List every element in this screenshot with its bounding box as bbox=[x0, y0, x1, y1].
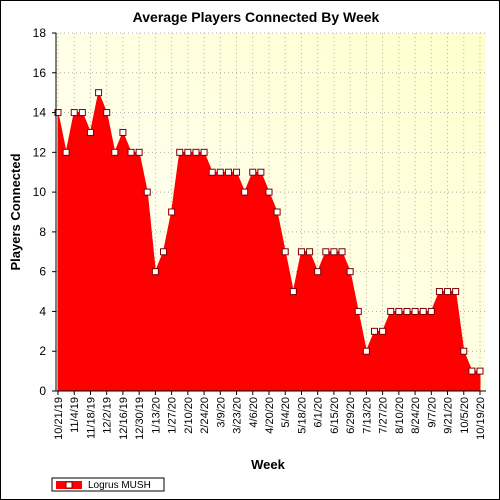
legend-marker bbox=[65, 481, 73, 489]
x-tick-label: 11/4/19 bbox=[69, 397, 81, 433]
data-point-marker bbox=[119, 128, 127, 136]
data-point-marker bbox=[184, 148, 192, 156]
data-point-marker bbox=[216, 168, 224, 176]
x-tick-label: 4/6/20 bbox=[248, 397, 260, 428]
chart-title: Average Players Connected By Week bbox=[133, 9, 380, 25]
y-tick-label: 16 bbox=[33, 66, 47, 80]
y-tick-label: 8 bbox=[39, 225, 46, 239]
data-point-marker bbox=[265, 188, 273, 196]
data-point-marker bbox=[241, 188, 249, 196]
x-tick-label: 10/19/20 bbox=[475, 397, 487, 440]
y-axis-label: Players Connected bbox=[8, 153, 23, 270]
data-point-marker bbox=[444, 288, 452, 296]
data-point-marker bbox=[330, 248, 338, 256]
data-point-marker bbox=[476, 367, 484, 375]
data-point-marker bbox=[354, 307, 362, 315]
data-point-marker bbox=[273, 208, 281, 216]
data-point-marker bbox=[127, 148, 135, 156]
x-tick-label: 10/21/19 bbox=[53, 397, 65, 440]
x-tick-label: 1/13/20 bbox=[150, 397, 162, 434]
y-tick-label: 12 bbox=[33, 145, 47, 159]
data-point-marker bbox=[95, 89, 103, 97]
x-axis-ticks: 10/21/19 11/4/19 11/18/19 12/2/19 12/16/19 12… bbox=[53, 391, 487, 440]
x-tick-label: 5/18/20 bbox=[296, 397, 308, 434]
data-point-marker bbox=[70, 109, 78, 117]
data-point-marker bbox=[151, 268, 159, 276]
x-tick-label: 11/18/19 bbox=[85, 397, 97, 439]
y-tick-label: 0 bbox=[39, 384, 46, 398]
data-point-marker bbox=[362, 347, 370, 355]
data-point-marker bbox=[289, 288, 297, 296]
data-point-marker bbox=[403, 307, 411, 315]
data-point-marker bbox=[62, 148, 70, 156]
x-tick-label: 6/1/20 bbox=[313, 397, 325, 428]
y-axis-ticks: 0 2 4 6 8 10 12 14 16 18 bbox=[33, 26, 56, 398]
data-point-marker bbox=[371, 327, 378, 335]
x-tick-label: 9/7/20 bbox=[426, 397, 438, 428]
x-tick-label: 6/15/20 bbox=[329, 397, 341, 434]
x-tick-label: 10/5/20 bbox=[459, 397, 471, 434]
data-point-marker bbox=[233, 168, 241, 176]
x-tick-label: 8/10/20 bbox=[394, 397, 406, 434]
x-tick-label: 12/16/19 bbox=[118, 397, 130, 440]
data-point-marker bbox=[257, 168, 265, 176]
x-tick-label: 2/10/20 bbox=[183, 397, 195, 434]
x-tick-label: 8/24/20 bbox=[410, 397, 422, 434]
y-tick-label: 10 bbox=[33, 185, 47, 199]
data-point-marker bbox=[427, 307, 435, 315]
data-point-marker bbox=[111, 148, 119, 156]
y-tick-label: 2 bbox=[39, 344, 46, 358]
data-point-marker bbox=[135, 148, 143, 156]
x-tick-label: 4/20/20 bbox=[264, 397, 276, 434]
data-point-marker bbox=[435, 288, 443, 296]
data-point-marker bbox=[346, 268, 354, 276]
data-point-marker bbox=[103, 109, 111, 117]
y-tick-label: 6 bbox=[39, 265, 46, 279]
x-tick-label: 2/24/20 bbox=[199, 397, 211, 434]
legend: Logrus MUSH bbox=[51, 477, 165, 492]
data-point-marker bbox=[468, 367, 476, 375]
x-tick-label: 5/4/20 bbox=[280, 397, 292, 428]
x-tick-label: 3/23/20 bbox=[232, 397, 244, 434]
data-point-marker bbox=[460, 347, 468, 355]
x-tick-label: 12/30/19 bbox=[134, 397, 146, 440]
data-point-marker bbox=[208, 168, 216, 176]
data-point-marker bbox=[419, 307, 427, 315]
data-point-marker bbox=[224, 168, 232, 176]
data-point-marker bbox=[168, 208, 176, 216]
data-point-marker bbox=[86, 128, 94, 136]
data-point-marker bbox=[176, 148, 184, 156]
x-tick-label: 3/9/20 bbox=[215, 397, 227, 428]
data-point-marker bbox=[411, 307, 419, 315]
data-point-marker bbox=[306, 248, 314, 256]
data-point-marker bbox=[249, 168, 257, 176]
x-axis-label: Week bbox=[251, 457, 285, 472]
y-tick-label: 14 bbox=[33, 106, 47, 120]
data-point-marker bbox=[297, 248, 305, 256]
data-point-marker bbox=[395, 307, 403, 315]
data-point-marker bbox=[160, 248, 167, 256]
data-point-marker bbox=[379, 327, 387, 335]
data-point-marker bbox=[200, 148, 208, 156]
data-point-marker bbox=[338, 248, 346, 256]
y-tick-label: 18 bbox=[33, 26, 47, 40]
data-point-marker bbox=[452, 288, 460, 296]
x-tick-label: 6/29/20 bbox=[345, 397, 357, 434]
x-tick-label: 9/21/20 bbox=[443, 397, 455, 434]
y-tick-label: 4 bbox=[39, 304, 46, 318]
series-markers bbox=[54, 89, 484, 375]
x-tick-label: 7/27/20 bbox=[378, 397, 390, 434]
data-point-marker bbox=[78, 109, 86, 117]
data-point-marker bbox=[281, 248, 289, 256]
data-point-marker bbox=[143, 188, 151, 196]
data-point-marker bbox=[387, 307, 395, 315]
data-point-marker bbox=[322, 248, 330, 256]
x-tick-label: 12/2/19 bbox=[102, 397, 114, 434]
legend-label: Logrus MUSH bbox=[88, 480, 151, 491]
data-point-marker bbox=[314, 268, 322, 276]
data-point-marker bbox=[192, 148, 200, 156]
x-tick-label: 7/13/20 bbox=[361, 397, 373, 434]
x-tick-label: 1/27/20 bbox=[167, 397, 179, 434]
